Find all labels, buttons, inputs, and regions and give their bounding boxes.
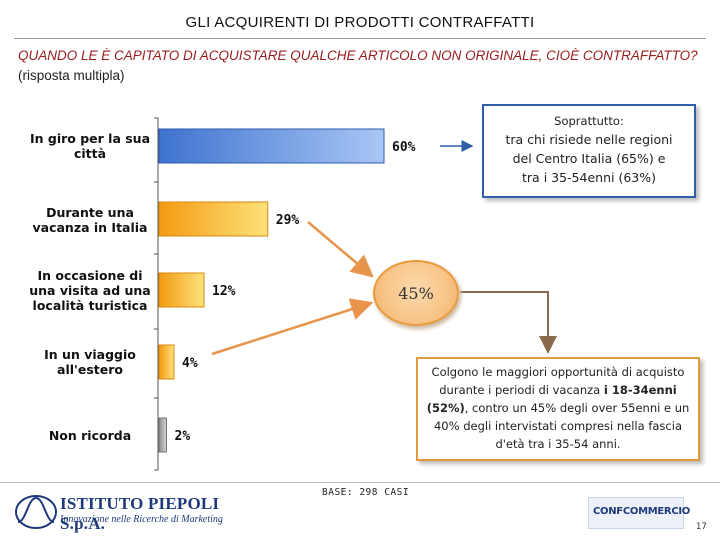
bar-3	[158, 344, 175, 380]
category-label-line: una visita ad una	[29, 283, 151, 298]
note-text-1: Colgono le maggiori opportunità di acqui…	[431, 365, 685, 397]
note-bold: i 18-34enni (52%)	[426, 383, 677, 415]
arrow-from-29	[307, 221, 374, 278]
category-label-line: Non ricorda	[48, 428, 132, 443]
category-label-line: città	[73, 146, 107, 161]
category-label-line: vacanza in Italia	[32, 220, 148, 235]
footer-divider	[0, 482, 720, 483]
bubble-value: 45%	[398, 283, 434, 303]
category-label-line: Durante una	[46, 205, 134, 220]
piepoli-name: ISTITUTO PIEPOLI S.p.A.	[60, 494, 220, 533]
highlight-bubble: 45%	[373, 260, 459, 326]
callout-body: tra chi risiede nelle regioni del Centro…	[484, 130, 694, 187]
note-box: Colgono le maggiori opportunità di acqui…	[416, 357, 700, 461]
axis-ticks	[154, 117, 158, 471]
question-text: QUANDO LE È CAPITATO DI ACQUISTARE QUALC…	[18, 46, 708, 86]
piepoli-tagline: Innovazione nelle Ricerche di Marketing	[60, 514, 223, 525]
value-label-3: 4%	[182, 356, 198, 371]
value-label-2: 12%	[212, 284, 236, 299]
value-label-1: 29%	[276, 213, 300, 228]
piepoli-logo: ISTITUTO PIEPOLI S.p.A. Innovazione nell…	[14, 488, 264, 533]
confcommercio-name: CONFCOMMERCIO	[593, 506, 690, 517]
callout-line: del Centro Italia (65%) e	[512, 151, 666, 166]
callout-box: Soprattutto: tra chi risiede nelle regio…	[482, 104, 696, 198]
callout-line: tra i 35-54enni (63%)	[522, 170, 656, 185]
category-label-0: In giro per la sua città	[20, 131, 160, 161]
category-label-line: In occasione di	[37, 268, 143, 283]
category-label-4: Non ricorda	[20, 428, 160, 443]
note-text-2: , contro un 45% degli over 55enni e un 4…	[433, 401, 690, 451]
question-main: QUANDO LE È CAPITATO DI ACQUISTARE QUALC…	[18, 48, 698, 63]
bars-layer: 60% 29% 12% 4% 2%	[158, 128, 416, 453]
category-label-2: In occasione di una visita ad una località…	[20, 268, 160, 313]
arrow-to-note	[460, 291, 557, 354]
category-label-line: In giro per la sua	[29, 131, 151, 146]
callout-heading: Soprattutto:	[554, 114, 624, 128]
category-label-line: all'estero	[57, 362, 123, 377]
bar-2	[158, 272, 205, 308]
bar-1	[158, 201, 269, 237]
category-label-1: Durante una vacanza in Italia	[20, 205, 160, 235]
question-note: (risposta multipla)	[18, 68, 125, 83]
page-number: 17	[696, 522, 707, 532]
category-label-line: In un viaggio	[44, 347, 136, 362]
bar-4	[158, 417, 167, 453]
value-label-0: 60%	[392, 140, 416, 155]
title-divider	[14, 38, 706, 39]
category-label-3: In un viaggio all'estero	[20, 347, 160, 377]
bar-0	[158, 128, 385, 164]
bell-curve-icon	[15, 495, 57, 529]
base-label: BASE: 298 CASI	[322, 487, 410, 498]
confcommercio-logo: CONFCOMMERCIO	[588, 497, 690, 529]
arrow-from-4	[211, 298, 374, 356]
category-label-line: località turistica	[32, 298, 148, 313]
page-title: GLI ACQUIRENTI DI PRODOTTI CONTRAFFATTI	[185, 14, 535, 31]
value-label-4: 2%	[175, 429, 191, 444]
callout-line: tra chi risiede nelle regioni	[505, 132, 673, 147]
